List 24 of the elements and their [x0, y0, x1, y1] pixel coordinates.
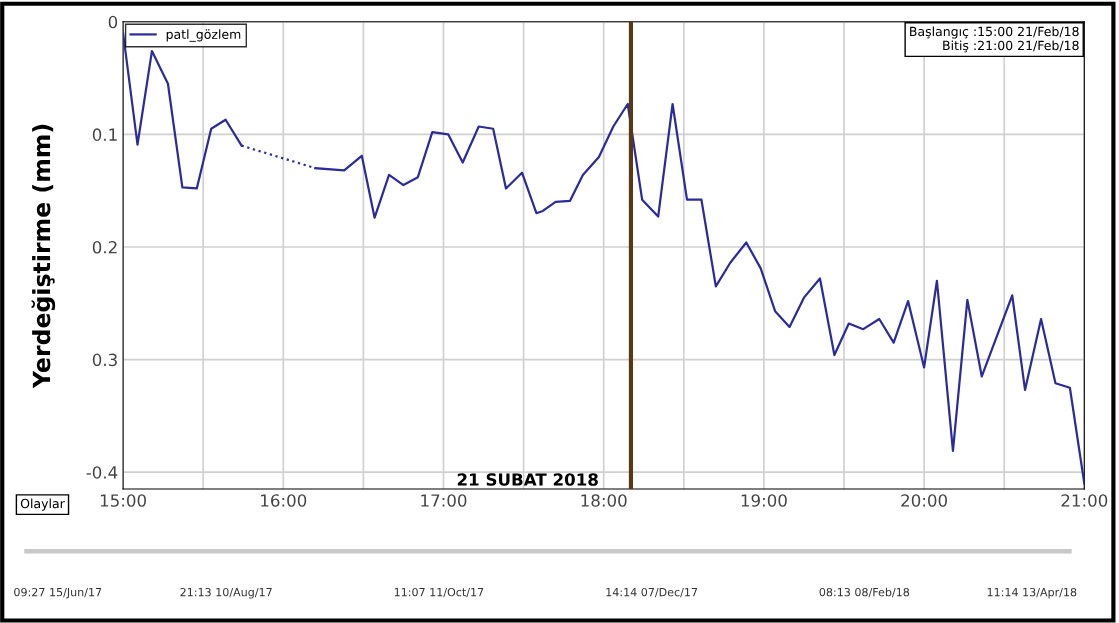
text: 09:27 15/Jun/17 — [14, 587, 102, 599]
ref-line-label: 21 SUBAT 2018 — [457, 473, 598, 486]
annotation: Başlangıç :15:00 21/Feb/18 — [910, 26, 1079, 39]
y-tick-label: 0 — [108, 15, 118, 29]
x-tick-label: 18:00 — [581, 494, 627, 507]
y-axis-title: Yerdeğiştirme (mm) — [31, 124, 56, 389]
y-tick-label: -0.4 — [86, 466, 118, 479]
text: Olaylar — [20, 498, 65, 511]
text: 14:14 07/Dec/17 — [606, 587, 698, 598]
text: 21:13 10/Aug/17 — [180, 587, 272, 599]
y-tick-label: 0.3 — [92, 353, 117, 367]
x-tick-label: 20:00 — [901, 494, 948, 507]
legend-label: patl_gözlem — [166, 29, 241, 42]
x-tick-label: 15:00 — [100, 494, 146, 507]
x-tick-label: 19:00 — [741, 494, 787, 507]
y-tick-label: 0.1 — [92, 128, 117, 141]
y-tick-label: 0.2 — [92, 240, 117, 254]
x-tick-label: 21:00 — [1061, 494, 1108, 507]
x-tick-label: 17:00 — [421, 494, 467, 507]
text: 11:07 11/Oct/17 — [394, 587, 484, 598]
annotation: Bitiş :21:00 21/Feb/18 — [943, 40, 1079, 53]
text: 11:14 13/Apr/18 — [987, 587, 1077, 599]
text: 08:13 08/Feb/18 — [819, 587, 910, 598]
x-tick-label: 16:00 — [261, 494, 307, 507]
